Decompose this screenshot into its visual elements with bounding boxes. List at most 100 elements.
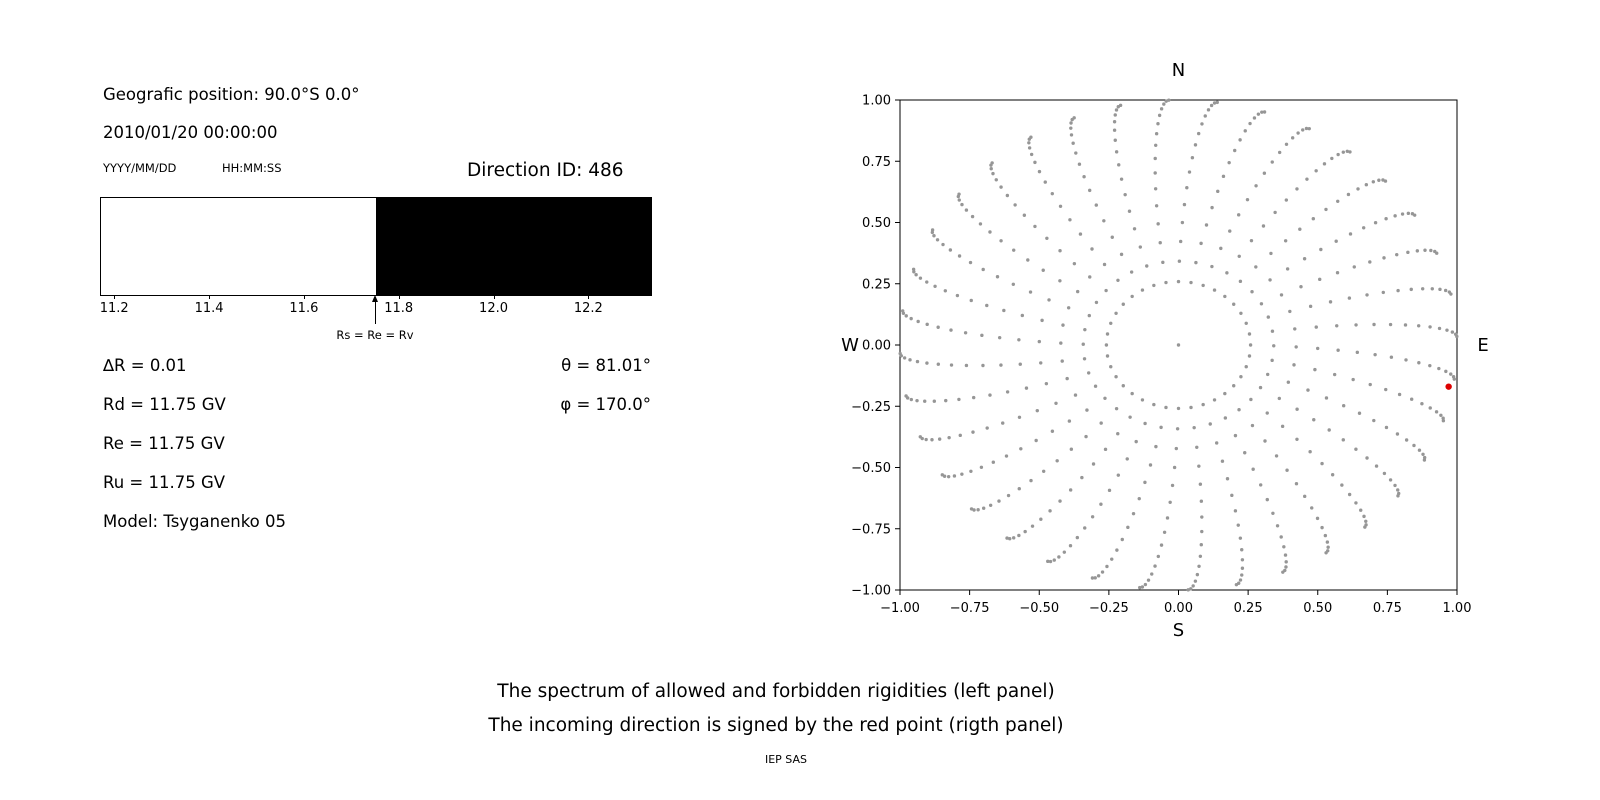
x-tick-label: 11.6 (289, 301, 319, 316)
direction-dot (1270, 358, 1274, 363)
direction-dot (971, 430, 975, 434)
direction-dot (908, 358, 912, 362)
direction-dot (1045, 236, 1049, 240)
y-tick-label: −0.75 (851, 522, 891, 537)
direction-dot (1388, 478, 1393, 482)
direction-dot (1403, 323, 1408, 327)
direction-dot (1395, 432, 1400, 436)
direction-dot (1416, 324, 1421, 328)
direction-dot (1417, 361, 1421, 365)
direction-dot (981, 267, 985, 272)
direction-dot (1351, 377, 1355, 382)
direction-plot: −1.00 −0.75 −0.50 −0.25 0.00 0.25 0.50 0.75 1.00… (841, 60, 1489, 641)
direction-dot (1384, 217, 1388, 221)
direction-dot (1043, 180, 1047, 184)
direction-dot (1039, 517, 1043, 521)
direction-dot (1026, 258, 1030, 262)
direction-dot (1305, 177, 1309, 181)
direction-dot (1435, 251, 1439, 255)
direction-dot (1422, 455, 1427, 460)
direction-dot (1118, 103, 1123, 108)
direction-dot (1288, 309, 1292, 314)
direction-dot (1320, 461, 1324, 466)
direction-dot (1161, 260, 1165, 265)
direction-dot (1153, 187, 1158, 191)
direction-dot (1168, 500, 1172, 505)
direction-dot (1298, 227, 1302, 231)
x-tick-label: 0.75 (1373, 601, 1402, 616)
direction-dot (963, 331, 968, 335)
direction-dot (1450, 330, 1455, 334)
datetime-label: 2010/01/20 00:00:00 (103, 123, 278, 142)
direction-dot (1033, 224, 1037, 229)
direction-dot (1412, 213, 1417, 217)
direction-dot (1198, 482, 1203, 486)
direction-dot (1125, 457, 1129, 461)
direction-dot (1077, 162, 1082, 166)
direction-dot (1058, 204, 1063, 208)
direction-dot (1428, 325, 1432, 329)
rd-label: Rd = 11.75 GV (103, 395, 226, 414)
direction-dot (1194, 260, 1198, 265)
x-tick-label: 1.00 (1443, 601, 1472, 616)
direction-dot (925, 322, 929, 327)
direction-dot (1068, 543, 1073, 548)
direction-dot (989, 167, 993, 171)
direction-dot (1074, 151, 1078, 155)
direction-dot (943, 289, 948, 293)
x-tick-mark (493, 295, 495, 299)
direction-dot (1228, 229, 1232, 233)
direction-dot (1327, 428, 1331, 432)
direction-dot (1174, 446, 1179, 451)
direction-dot (1417, 448, 1422, 452)
re-label: Re = 11.75 GV (103, 434, 225, 453)
direction-dot (909, 397, 914, 402)
direction-dot (1008, 537, 1012, 541)
direction-dot (1314, 325, 1318, 329)
direction-dot (1150, 572, 1154, 576)
direction-dot (1004, 454, 1009, 458)
direction-dot (1444, 369, 1448, 374)
x-tick-label: 0.25 (1234, 601, 1263, 616)
direction-dot (976, 508, 980, 512)
direction-dot (946, 474, 951, 479)
direction-dot (1123, 192, 1127, 197)
direction-dot (1263, 439, 1267, 443)
direction-dot (1420, 402, 1424, 406)
direction-dot (1022, 213, 1027, 217)
direction-dot (1083, 526, 1087, 530)
direction-dot (1058, 279, 1062, 283)
direction-dot (1396, 488, 1400, 492)
direction-dot (1383, 179, 1388, 183)
direction-dot (1315, 516, 1320, 521)
direction-dot (1154, 204, 1159, 208)
direction-dot (1238, 536, 1243, 540)
model-label: Model: Tsyganenko 05 (103, 512, 287, 531)
rigidity-spectrum-plot (100, 197, 652, 296)
direction-dot (1090, 515, 1095, 519)
direction-dot (1153, 156, 1157, 161)
direction-dot (1075, 289, 1080, 294)
direction-dot (1193, 579, 1198, 583)
direction-dot (1093, 384, 1098, 388)
direction-dot (1233, 509, 1238, 513)
direction-dot (1154, 131, 1159, 136)
direction-dot (957, 397, 961, 402)
direction-dot (1197, 464, 1201, 468)
direction-dot (1237, 407, 1241, 412)
direction-dot (1034, 438, 1038, 443)
direction-dot (1225, 271, 1229, 275)
direction-dot (1017, 533, 1021, 538)
direction-dot (1445, 328, 1449, 332)
direction-dot (1104, 288, 1108, 293)
direction-dot (1437, 366, 1441, 371)
direction-dot (1295, 437, 1299, 441)
direction-dot (969, 298, 973, 303)
direction-dot (1258, 483, 1263, 487)
direction-dot (1121, 384, 1125, 388)
x-tick-mark (303, 295, 305, 299)
direction-dot (1420, 287, 1425, 291)
direction-dot (1247, 354, 1252, 358)
direction-dot (1389, 355, 1394, 359)
direction-dot (1279, 293, 1284, 297)
